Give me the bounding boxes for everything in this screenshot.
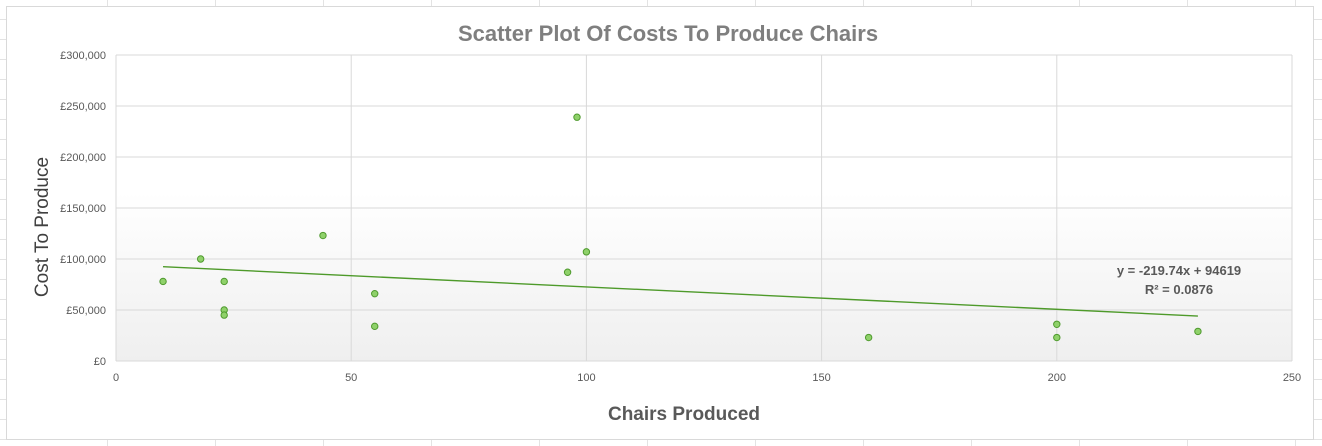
- gridlines: [115, 54, 1293, 362]
- data-point[interactable]: [319, 231, 327, 240]
- data-point[interactable]: [371, 322, 379, 331]
- data-points: [159, 113, 1202, 342]
- x-tick-label: 50: [345, 372, 357, 384]
- trendline-equation: y = -219.74x + 94619: [1117, 263, 1241, 278]
- chart-title: Scatter Plot Of Costs To Produce Chairs: [458, 21, 878, 46]
- trendline-group: [163, 266, 1198, 317]
- x-tick-label: 250: [1283, 372, 1301, 384]
- tick-labels: £0 £50,000 £100,000 £150,000 £200,000 £250,00…: [60, 50, 1301, 384]
- y-tick-label: £50,000: [66, 305, 106, 317]
- y-tick-label: £150,000: [60, 203, 106, 215]
- data-point[interactable]: [159, 277, 167, 286]
- chart-area[interactable]: £0 £50,000 £100,000 £150,000 £200,000 £250,00…: [6, 6, 1314, 440]
- data-point[interactable]: [573, 113, 581, 121]
- data-point[interactable]: [196, 255, 205, 263]
- y-tick-label: £100,000: [60, 254, 106, 266]
- data-point[interactable]: [371, 289, 379, 298]
- x-axis-title: Chairs Produced: [608, 404, 760, 425]
- y-axis-title: Cost To Produce: [32, 157, 53, 297]
- y-tick-label: £300,000: [60, 50, 106, 62]
- data-point[interactable]: [864, 333, 873, 342]
- data-point[interactable]: [220, 311, 228, 319]
- x-tick-label: 150: [812, 372, 830, 384]
- trendline-r-squared: R² = 0.0876: [1145, 282, 1213, 297]
- data-point[interactable]: [1194, 327, 1202, 336]
- x-tick-label: 0: [113, 372, 119, 384]
- data-point[interactable]: [582, 248, 591, 256]
- data-point[interactable]: [1053, 333, 1061, 342]
- x-tick-label: 200: [1048, 372, 1066, 384]
- data-point[interactable]: [563, 268, 572, 276]
- trendline: [163, 266, 1198, 317]
- data-point[interactable]: [1053, 320, 1061, 328]
- x-tick-label: 100: [577, 372, 595, 384]
- y-tick-label: £250,000: [60, 101, 106, 113]
- y-tick-label: £0: [94, 356, 106, 368]
- y-tick-label: £200,000: [60, 152, 106, 164]
- scatter-chart: £0 £50,000 £100,000 £150,000 £200,000 £250,00…: [32, 21, 1301, 425]
- data-point[interactable]: [220, 277, 228, 286]
